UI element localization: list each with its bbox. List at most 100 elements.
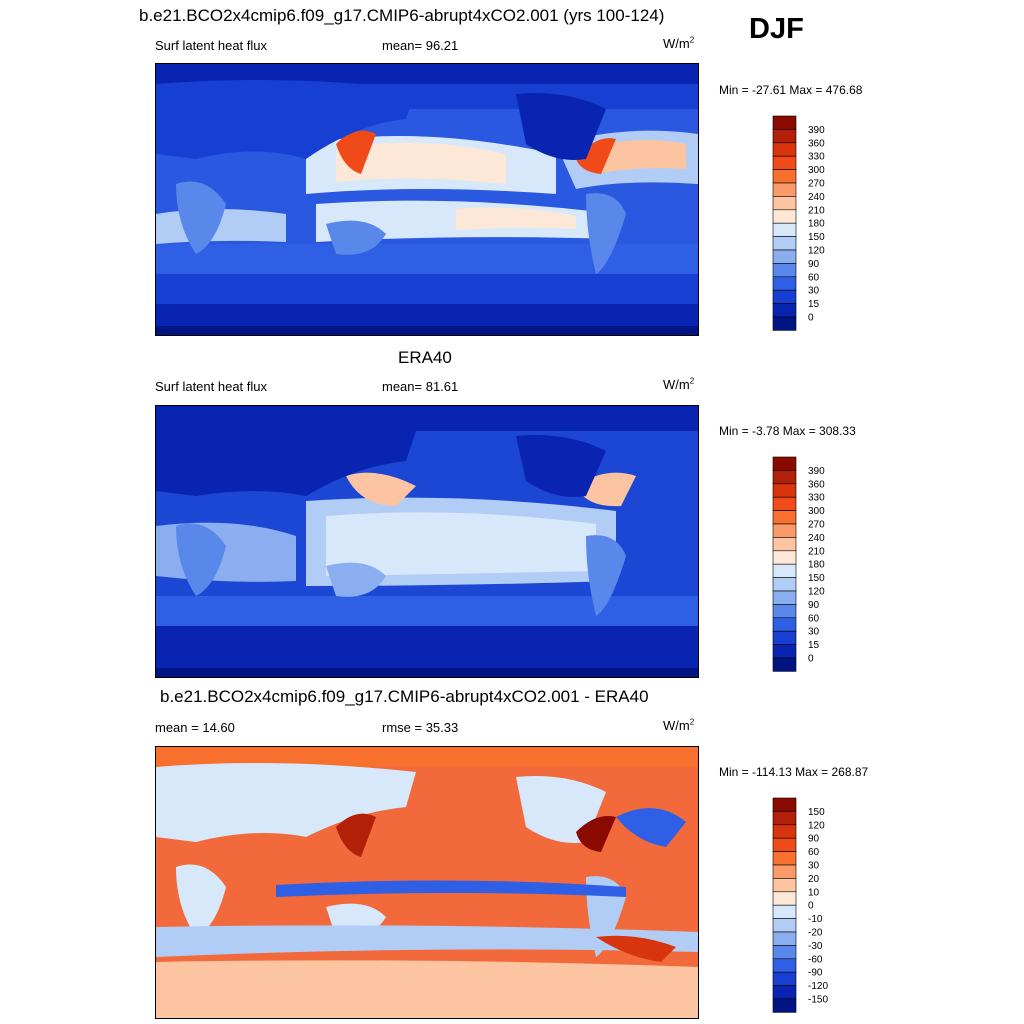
colorbar-swatch	[772, 142, 797, 157]
colorbar-swatch	[772, 931, 797, 946]
colorbar-tick-label: 60	[808, 613, 820, 624]
colorbar-swatch	[772, 811, 797, 826]
panel-title-era40: ERA40	[398, 348, 452, 367]
panel-units-diff: W/m2	[663, 717, 695, 733]
colorbar-swatch	[772, 155, 797, 170]
colorbar-swatch	[772, 577, 797, 592]
colorbar-diff-svg: 150 120 90 60 30 20 10 0 -10 -20 -30 -60 -90 -120 -150	[772, 797, 828, 1013]
panel-mean-abrupt: mean= 96.21	[382, 38, 459, 53]
panel-diff-rmse: rmse = 35.33	[382, 720, 459, 735]
colorbar-swatch	[772, 904, 797, 919]
colorbar-tick-label: 390	[808, 125, 825, 136]
colorbar-tick-label: 15	[808, 299, 820, 310]
colorbar-tick-label: 0	[808, 313, 814, 324]
colorbar-swatch	[772, 249, 797, 264]
colorbar-swatch	[772, 617, 797, 632]
colorbar-tick-label: 30	[808, 627, 820, 638]
colorbar-tick-label: -90	[808, 968, 823, 979]
colorbar-swatch	[772, 196, 797, 211]
colorbar-diff: 150 120 90 60 30 20 10 0 -10 -20 -30 -60 -90 -120 -150	[772, 797, 863, 1013]
colorbar-swatch	[772, 998, 797, 1013]
colorbar-tick-label: 120	[808, 820, 825, 831]
colorbar-swatch	[772, 496, 797, 511]
colorbar-swatch	[772, 182, 797, 197]
colorbar-swatch	[772, 985, 797, 1000]
colorbar-swatch	[772, 316, 797, 331]
map-era40	[155, 405, 699, 678]
colorbar-tick-label: 330	[808, 152, 825, 163]
colorbar-tick-label: 330	[808, 493, 825, 504]
colorbar-swatch	[772, 945, 797, 960]
colorbar-swatch	[772, 289, 797, 304]
colorbar-abrupt: 390 360 330 300 270 240 210 180 150 120 90 60 30 15 0	[772, 115, 863, 331]
colorbar-swatch	[772, 958, 797, 973]
colorbar-tick-label: 10	[808, 887, 820, 898]
colorbar-swatch	[772, 537, 797, 552]
colorbar-swatch	[772, 590, 797, 605]
colorbar-swatch	[772, 303, 797, 318]
colorbar-tick-label: -120	[808, 981, 828, 992]
colorbar-tick-label: 270	[808, 179, 825, 190]
colorbar-tick-label: -60	[808, 954, 823, 965]
colorbar-swatch	[772, 918, 797, 933]
colorbar-swatch	[772, 851, 797, 866]
colorbar-swatch	[772, 797, 797, 812]
colorbar-tick-label: 360	[808, 138, 825, 149]
map-diff	[155, 746, 699, 1019]
colorbar-tick-label: 240	[808, 533, 825, 544]
colorbar-tick-label: 15	[808, 640, 820, 651]
colorbar-swatch	[772, 115, 797, 130]
colorbar-tick-label: 20	[808, 874, 820, 885]
colorbar-tick-label: 240	[808, 192, 825, 203]
colorbar-swatch	[772, 523, 797, 538]
colorbar-tick-label: 90	[808, 600, 820, 611]
colorbar-tick-label: -10	[808, 914, 823, 925]
colorbar-tick-label: 0	[808, 901, 814, 912]
colorbar-swatch	[772, 209, 797, 224]
panel-units-abrupt: W/m2	[663, 35, 695, 51]
season-label: DJF	[749, 13, 804, 45]
colorbar-swatch	[772, 236, 797, 251]
colorbar-tick-label: 30	[808, 286, 820, 297]
colorbar-swatch	[772, 878, 797, 893]
colorbar-swatch	[772, 891, 797, 906]
colorbar-swatch	[772, 657, 797, 672]
colorbar-swatch	[772, 864, 797, 879]
panel-variable-abrupt: Surf latent heat flux	[155, 38, 268, 53]
colorbar-tick-label: 180	[808, 219, 825, 230]
colorbar-swatch	[772, 222, 797, 237]
colorbar-swatch	[772, 470, 797, 485]
colorbar-tick-label: -150	[808, 995, 828, 1006]
colorbar-tick-label: 150	[808, 232, 825, 243]
panel-minmax-diff: Min = -114.13 Max = 268.87	[719, 765, 869, 779]
colorbar-swatch	[772, 837, 797, 852]
colorbar-tick-label: 150	[808, 807, 825, 818]
colorbar-swatch	[772, 604, 797, 619]
colorbar-tick-label: 120	[808, 246, 825, 257]
colorbar-swatch	[772, 563, 797, 578]
panel-variable-era40: Surf latent heat flux	[155, 379, 268, 394]
colorbar-tick-label: 180	[808, 560, 825, 571]
colorbar-tick-label: 210	[808, 205, 825, 216]
colorbar-tick-label: 60	[808, 272, 820, 283]
colorbar-tick-label: -30	[808, 941, 823, 952]
colorbar-tick-label: 0	[808, 654, 814, 665]
colorbar-tick-label: 390	[808, 466, 825, 477]
colorbar-tick-label: 120	[808, 587, 825, 598]
colorbar-tick-label: 360	[808, 479, 825, 490]
map-abrupt	[155, 63, 699, 336]
colorbar-swatch	[772, 129, 797, 144]
colorbar-swatch	[772, 644, 797, 659]
colorbar-tick-label: 30	[808, 861, 820, 872]
colorbar-swatch	[772, 630, 797, 645]
panel-minmax-era40: Min = -3.78 Max = 308.33	[719, 424, 856, 438]
colorbar-swatch	[772, 971, 797, 986]
colorbar-tick-label: 90	[808, 834, 820, 845]
colorbar-tick-label: 60	[808, 847, 820, 858]
panel-mean-era40: mean= 81.61	[382, 379, 459, 394]
colorbar-swatch	[772, 483, 797, 498]
panel-title-abrupt: b.e21.BCO2x4cmip6.f09_g17.CMIP6-abrupt4x…	[139, 6, 665, 25]
panel-title-diff: b.e21.BCO2x4cmip6.f09_g17.CMIP6-abrupt4x…	[160, 687, 649, 706]
